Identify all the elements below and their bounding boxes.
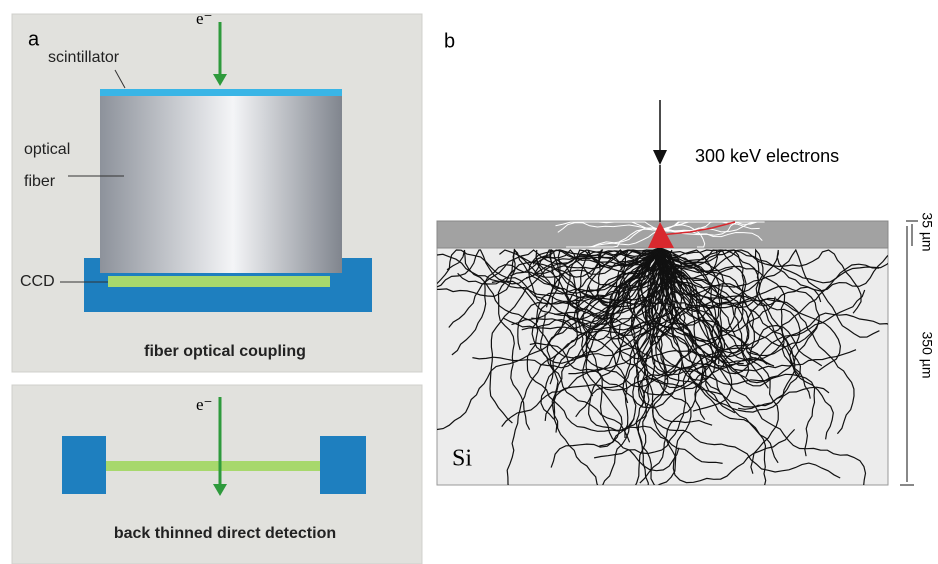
material-label: Si — [452, 446, 472, 472]
beam-label: e⁻ — [196, 395, 213, 414]
scale-bars — [900, 221, 918, 485]
support — [320, 436, 366, 494]
beam-label: 300 keV electrons — [695, 146, 839, 166]
caption: back thinned direct detection — [114, 525, 336, 542]
fiber-label: fiber — [24, 173, 56, 190]
ccd-sensor — [108, 276, 330, 287]
figure: a e⁻ scintillator optical fiber CCD fibe… — [0, 0, 938, 564]
beam-arrow-head — [653, 150, 667, 165]
layer-thickness: 35 µm — [919, 212, 935, 251]
panel-label: b — [444, 30, 455, 52]
beam-label: e⁻ — [196, 9, 213, 28]
ccd-label: CCD — [20, 273, 55, 290]
support — [62, 436, 106, 494]
scintillator-label: scintillator — [48, 49, 120, 66]
fiber-label: optical — [24, 141, 70, 158]
optical-fiber — [100, 95, 342, 273]
thinned-sensor — [106, 461, 320, 471]
scintillator — [100, 89, 342, 96]
substrate-thickness: 350 µm — [919, 332, 935, 379]
caption: fiber optical coupling — [144, 343, 306, 360]
panel-label: a — [28, 28, 40, 50]
